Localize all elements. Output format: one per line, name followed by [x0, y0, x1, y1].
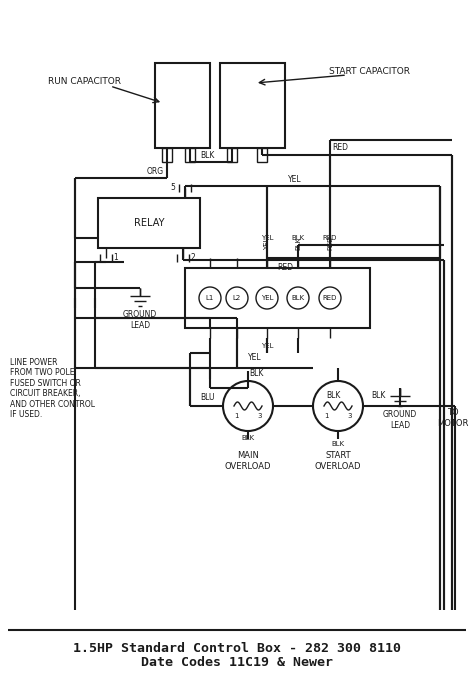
Text: YEL: YEL [261, 343, 273, 349]
Text: 1: 1 [234, 413, 238, 419]
Text: YEL: YEL [288, 174, 302, 184]
Text: BLU: BLU [201, 393, 215, 403]
Text: BLK: BLK [326, 391, 340, 401]
Text: RELAY: RELAY [134, 218, 164, 228]
Bar [98, 198, 200, 248]
Text: BLK: BLK [331, 441, 345, 447]
Bar [185, 268, 370, 328]
Text: Date Codes 11C19 & Newer: Date Codes 11C19 & Newer [141, 656, 333, 669]
Text: GROUND
LEAD: GROUND LEAD [123, 311, 157, 330]
Text: YEL: YEL [264, 237, 270, 250]
Text: BLK: BLK [241, 435, 255, 441]
Text: BLK: BLK [200, 151, 214, 159]
Text: 3: 3 [258, 413, 262, 419]
Text: L2: L2 [233, 295, 241, 301]
Text: BLK: BLK [292, 295, 305, 301]
Text: RUN CAPACITOR: RUN CAPACITOR [48, 77, 121, 85]
Circle shape [313, 381, 363, 431]
Text: 1: 1 [114, 254, 118, 262]
Text: YEL: YEL [261, 295, 273, 301]
Text: 3: 3 [348, 413, 352, 419]
Text: YEL: YEL [248, 353, 262, 363]
Text: BLK: BLK [249, 370, 263, 378]
Text: TO
MOTOR: TO MOTOR [438, 408, 469, 428]
Text: L1: L1 [206, 295, 214, 301]
Bar [220, 63, 285, 148]
Text: RED: RED [327, 236, 333, 250]
Text: RED: RED [323, 235, 337, 241]
Text: MAIN
OVERLOAD: MAIN OVERLOAD [225, 452, 271, 471]
Text: ORG: ORG [146, 167, 164, 176]
Text: GROUND
LEAD: GROUND LEAD [383, 410, 417, 430]
Text: 2: 2 [191, 254, 195, 262]
Text: BLK: BLK [371, 391, 385, 401]
Circle shape [223, 381, 273, 431]
Bar [257, 148, 267, 162]
Text: BLK: BLK [292, 235, 305, 241]
Text: YEL: YEL [261, 235, 273, 241]
Text: RED: RED [277, 262, 293, 271]
Text: START CAPACITOR: START CAPACITOR [329, 66, 410, 75]
Text: RED: RED [332, 144, 348, 153]
Bar [162, 148, 172, 162]
Text: LINE POWER
FROM TWO POLE
FUSED SWITCH OR
CIRCUIT BREAKER,
AND OTHER CONTROL
IF U: LINE POWER FROM TWO POLE FUSED SWITCH OR… [10, 358, 95, 419]
Text: 5: 5 [171, 184, 175, 193]
Bar [185, 148, 195, 162]
Text: 1.5HP Standard Control Box - 282 300 8110: 1.5HP Standard Control Box - 282 300 811… [73, 641, 401, 654]
Text: BLK: BLK [295, 237, 301, 250]
Text: RED: RED [323, 295, 337, 301]
Text: START
OVERLOAD: START OVERLOAD [315, 452, 361, 471]
Bar [227, 148, 237, 162]
Text: 1: 1 [324, 413, 328, 419]
Bar [155, 63, 210, 148]
